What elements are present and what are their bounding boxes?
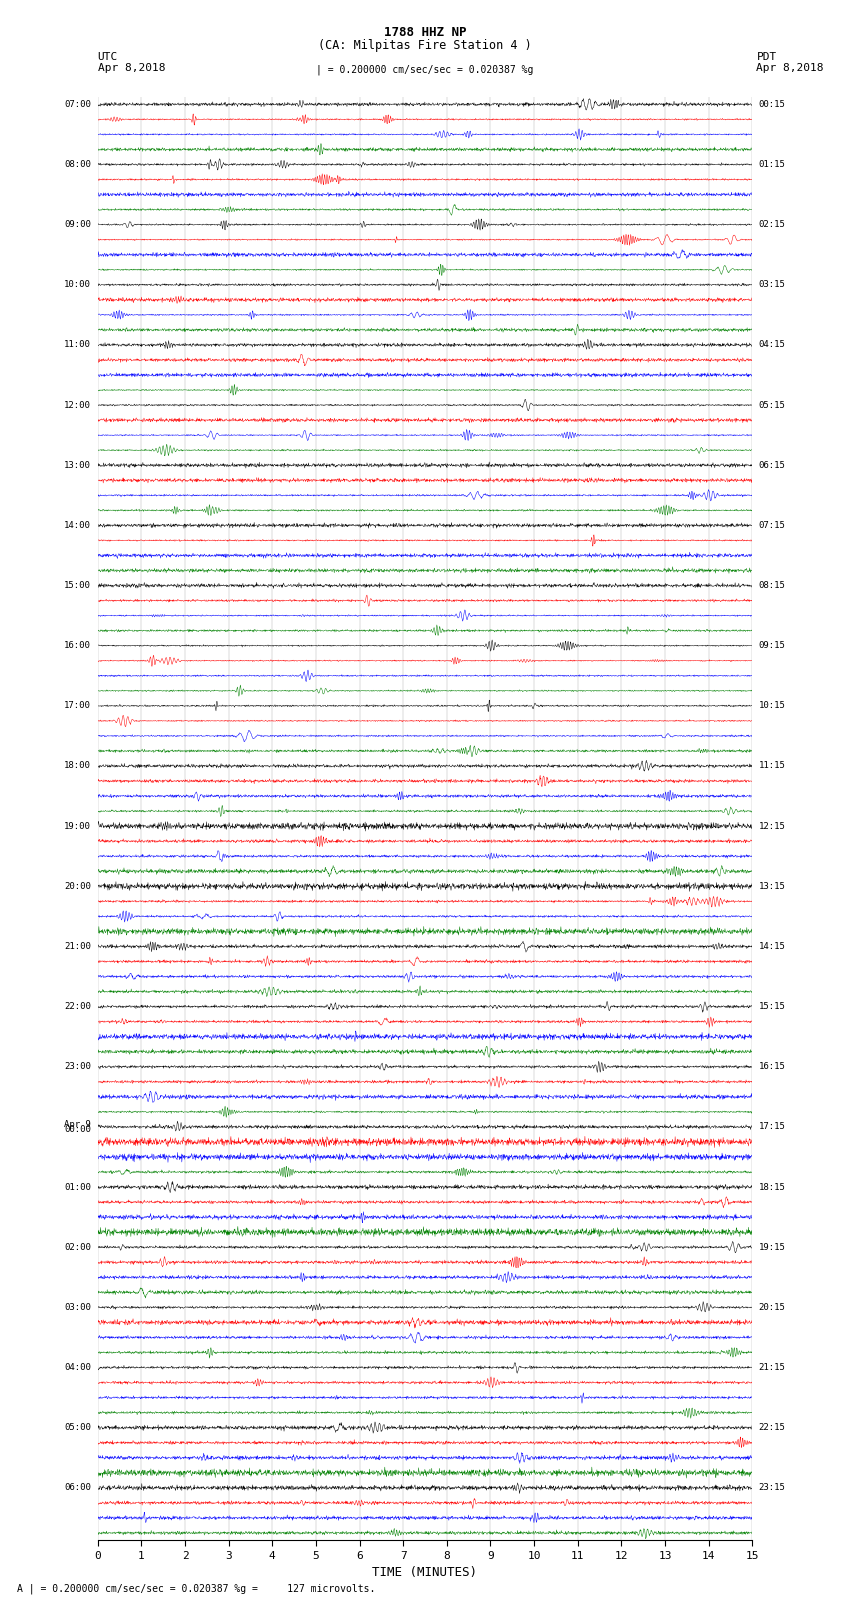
Text: 09:00: 09:00: [65, 219, 91, 229]
Text: 12:00: 12:00: [65, 400, 91, 410]
Text: 15:00: 15:00: [65, 581, 91, 590]
Text: 14:15: 14:15: [759, 942, 785, 952]
Text: 1788 HHZ NP: 1788 HHZ NP: [383, 26, 467, 39]
Text: 02:00: 02:00: [65, 1242, 91, 1252]
Text: 01:15: 01:15: [759, 160, 785, 169]
Text: 00:00: 00:00: [65, 1124, 91, 1134]
Text: 18:00: 18:00: [65, 761, 91, 771]
Text: 10:15: 10:15: [759, 702, 785, 710]
Text: 15:15: 15:15: [759, 1002, 785, 1011]
Text: 20:00: 20:00: [65, 882, 91, 890]
Text: 08:00: 08:00: [65, 160, 91, 169]
Text: 07:15: 07:15: [759, 521, 785, 529]
Text: 03:00: 03:00: [65, 1303, 91, 1311]
Text: 11:00: 11:00: [65, 340, 91, 350]
Text: 11:15: 11:15: [759, 761, 785, 771]
Text: 07:00: 07:00: [65, 100, 91, 108]
Text: 02:15: 02:15: [759, 219, 785, 229]
Text: 04:15: 04:15: [759, 340, 785, 350]
Text: 21:00: 21:00: [65, 942, 91, 952]
Text: Apr 8,2018: Apr 8,2018: [98, 63, 165, 73]
Text: 08:15: 08:15: [759, 581, 785, 590]
X-axis label: TIME (MINUTES): TIME (MINUTES): [372, 1566, 478, 1579]
Text: PDT: PDT: [756, 52, 777, 61]
Text: 05:00: 05:00: [65, 1423, 91, 1432]
Text: 13:15: 13:15: [759, 882, 785, 890]
Text: 04:00: 04:00: [65, 1363, 91, 1373]
Text: 18:15: 18:15: [759, 1182, 785, 1192]
Text: 06:00: 06:00: [65, 1484, 91, 1492]
Text: 12:15: 12:15: [759, 821, 785, 831]
Text: 14:00: 14:00: [65, 521, 91, 529]
Text: 19:15: 19:15: [759, 1242, 785, 1252]
Text: Apr 9: Apr 9: [65, 1119, 91, 1129]
Text: 00:15: 00:15: [759, 100, 785, 108]
Text: 20:15: 20:15: [759, 1303, 785, 1311]
Text: 23:00: 23:00: [65, 1063, 91, 1071]
Text: (CA: Milpitas Fire Station 4 ): (CA: Milpitas Fire Station 4 ): [318, 39, 532, 52]
Text: Apr 8,2018: Apr 8,2018: [756, 63, 824, 73]
Text: 17:00: 17:00: [65, 702, 91, 710]
Text: 06:15: 06:15: [759, 461, 785, 469]
Text: 17:15: 17:15: [759, 1123, 785, 1131]
Text: 16:15: 16:15: [759, 1063, 785, 1071]
Text: 19:00: 19:00: [65, 821, 91, 831]
Text: 13:00: 13:00: [65, 461, 91, 469]
Text: 22:00: 22:00: [65, 1002, 91, 1011]
Text: 05:15: 05:15: [759, 400, 785, 410]
Text: UTC: UTC: [98, 52, 118, 61]
Text: 10:00: 10:00: [65, 281, 91, 289]
Text: 22:15: 22:15: [759, 1423, 785, 1432]
Text: | = 0.200000 cm/sec/sec = 0.020387 %g: | = 0.200000 cm/sec/sec = 0.020387 %g: [316, 65, 534, 76]
Text: A | = 0.200000 cm/sec/sec = 0.020387 %g =     127 microvolts.: A | = 0.200000 cm/sec/sec = 0.020387 %g …: [17, 1582, 376, 1594]
Text: 16:00: 16:00: [65, 640, 91, 650]
Text: 23:15: 23:15: [759, 1484, 785, 1492]
Text: 03:15: 03:15: [759, 281, 785, 289]
Text: 21:15: 21:15: [759, 1363, 785, 1373]
Text: 01:00: 01:00: [65, 1182, 91, 1192]
Text: 09:15: 09:15: [759, 640, 785, 650]
